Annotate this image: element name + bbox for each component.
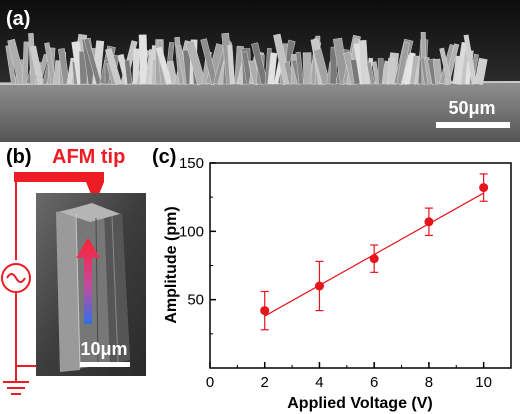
panel-c-chart: (c) 50 100 150 0 2 4 6 8 10 Applied Voltage (V)… (152, 146, 512, 412)
data-point (260, 306, 270, 316)
nanorod (432, 58, 443, 85)
panel-b-label: (b) (6, 146, 32, 168)
nanorod (371, 61, 381, 85)
afm-cantilever (14, 172, 104, 182)
nanorod (241, 51, 253, 85)
nanorod (166, 60, 178, 85)
x-axis-label: Applied Voltage (V) (287, 395, 432, 412)
data-points-layer (260, 173, 489, 331)
x-tick-label: 10 (475, 374, 492, 391)
nanorod (83, 37, 102, 85)
nanorod (313, 48, 331, 86)
nanorod (267, 52, 278, 85)
nanorod (200, 38, 218, 85)
nanorod (185, 40, 206, 86)
scale-bar-b (80, 362, 130, 367)
nanorod (358, 39, 370, 85)
nanorod (105, 48, 122, 86)
nanorod (366, 61, 376, 85)
nanorod (439, 47, 453, 85)
nanorod (44, 42, 57, 85)
y-tick-label: 50 (187, 292, 204, 309)
nanorod (396, 41, 410, 85)
nanorod (29, 45, 44, 85)
scale-bar-b-label: 10μm (80, 339, 127, 359)
panel-a: (a) 50μm (0, 0, 520, 142)
nanorod (295, 51, 304, 85)
nanorod-forest (5, 32, 488, 86)
nanorod (474, 57, 488, 85)
nanorod (124, 59, 133, 85)
nanorod (155, 46, 173, 86)
y-tick-label: 150 (179, 155, 204, 172)
nanorod (22, 41, 29, 85)
nanorod (58, 48, 70, 85)
data-point (369, 254, 379, 264)
y-axis-label: Amplitude (pm) (163, 206, 180, 323)
x-tick-label: 2 (261, 374, 269, 391)
afm-tip-label: AFM tip (52, 146, 125, 168)
y-tick-label: 100 (179, 223, 204, 240)
ground-icon (3, 381, 29, 395)
x-tick-label: 0 (206, 374, 214, 391)
scale-bar-a (436, 122, 510, 128)
nanorod (329, 46, 338, 85)
ac-source-wave (6, 273, 26, 283)
x-tick-label: 6 (370, 374, 378, 391)
nanorod (138, 34, 148, 85)
panel-a-label: (a) (6, 8, 30, 30)
data-point (314, 281, 324, 291)
single-nanorod (56, 203, 130, 372)
panel-b: (b) AFM tip 10μm (1, 146, 146, 395)
x-tick-label: 8 (425, 374, 433, 391)
plot-frame (209, 162, 512, 369)
panel-c-label: (c) (152, 146, 176, 168)
data-point (424, 217, 434, 227)
x-axis-ticks: 0 2 4 6 8 10 (206, 362, 492, 391)
scale-bar-a-label: 50μm (448, 98, 495, 118)
substrate-layer (0, 82, 520, 142)
nanorod (227, 44, 235, 85)
nanorod (5, 45, 17, 85)
x-tick-label: 4 (315, 374, 323, 391)
nanorod (463, 34, 477, 85)
data-point (479, 183, 489, 193)
polarization-arrow-icon (76, 238, 100, 324)
y-axis-ticks: 50 100 150 (179, 155, 216, 335)
nanorod (388, 57, 395, 85)
nanorod (251, 42, 268, 86)
nanorod (132, 48, 140, 85)
